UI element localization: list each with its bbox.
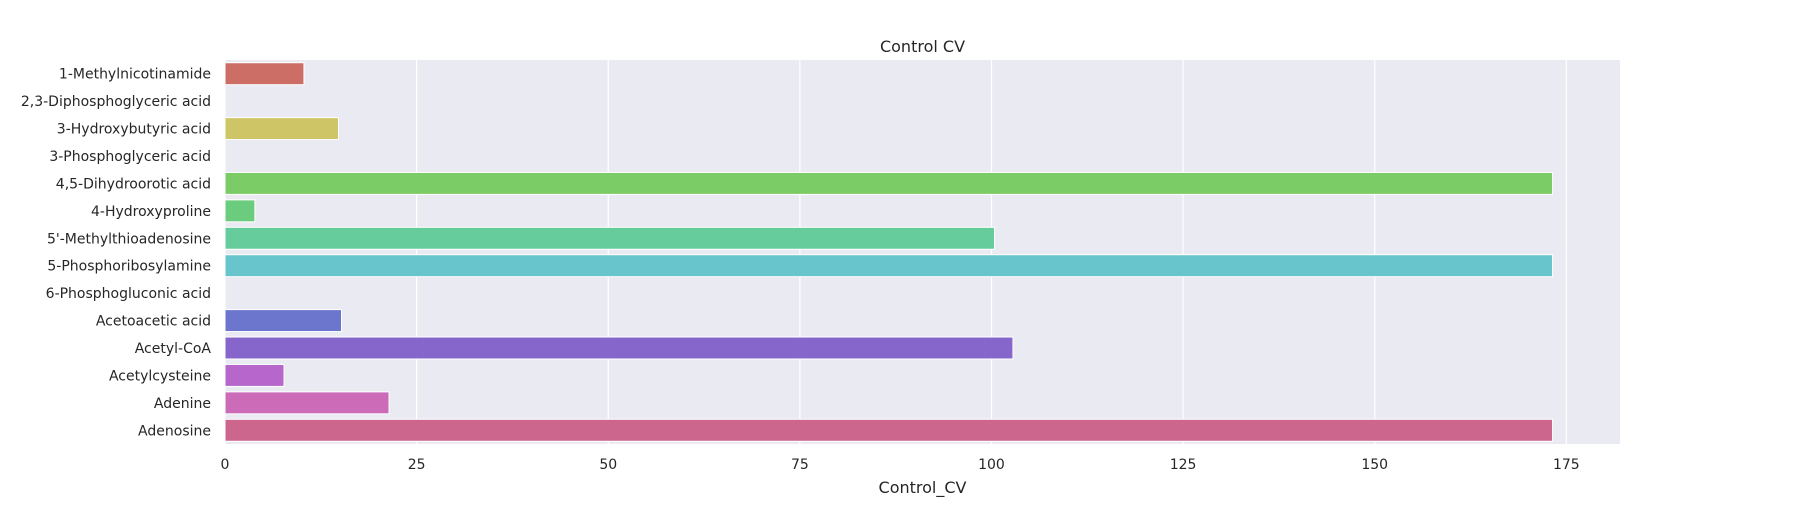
- x-tick-label: 100: [978, 457, 1005, 473]
- x-tick-label: 125: [1170, 457, 1197, 473]
- x-tick-label: 75: [791, 457, 809, 473]
- bar: [224, 418, 1554, 442]
- bar: [224, 254, 1554, 278]
- gridlines: [224, 60, 1567, 444]
- y-tick-label: 4-Hydroxyproline: [91, 204, 211, 220]
- y-tick-label: Adenosine: [138, 423, 211, 439]
- y-tick-label: Adenine: [154, 396, 211, 412]
- y-tick-labels: 1-Methylnicotinamide 2,3-Diphosphoglyceri…: [21, 67, 212, 440]
- y-tick-label: 5-Phosphoribosylamine: [47, 259, 211, 275]
- x-tick-label: 0: [221, 457, 230, 473]
- chart-title: Control CV: [880, 37, 965, 56]
- x-tick-label: 175: [1553, 457, 1580, 473]
- y-tick-label: 2,3-Diphosphoglyceric acid: [21, 94, 211, 110]
- y-tick-label: Acetylcysteine: [109, 368, 211, 384]
- x-tick-labels: 0 25 50 75 100 125 150 175: [221, 457, 1580, 473]
- bar: [224, 171, 1554, 195]
- y-tick-label: 5'-Methylthioadenosine: [47, 231, 211, 247]
- bar: [224, 363, 285, 387]
- x-axis-label: Control_CV: [879, 478, 967, 498]
- x-tick-label: 150: [1361, 457, 1388, 473]
- y-tick-label: Acetyl-CoA: [135, 341, 212, 357]
- x-tick-label: 50: [599, 457, 617, 473]
- y-tick-label: 6-Phosphogluconic acid: [46, 286, 211, 302]
- bar: [224, 62, 305, 86]
- y-tick-label: 3-Phosphoglyceric acid: [49, 149, 211, 165]
- y-tick-label: 4,5-Dihydroorotic acid: [56, 176, 211, 192]
- bar: [224, 309, 343, 333]
- y-tick-label: Acetoacetic acid: [96, 314, 211, 330]
- bar: [224, 391, 390, 415]
- bar: [224, 199, 256, 223]
- y-tick-label: 1-Methylnicotinamide: [59, 67, 211, 83]
- bars: [224, 62, 1554, 442]
- x-tick-label: 25: [408, 457, 426, 473]
- plot-background: [225, 60, 1620, 444]
- bar: [224, 117, 339, 141]
- bar: [224, 226, 996, 250]
- bar: [224, 336, 1014, 360]
- y-tick-label: 3-Hydroxybutyric acid: [57, 122, 211, 138]
